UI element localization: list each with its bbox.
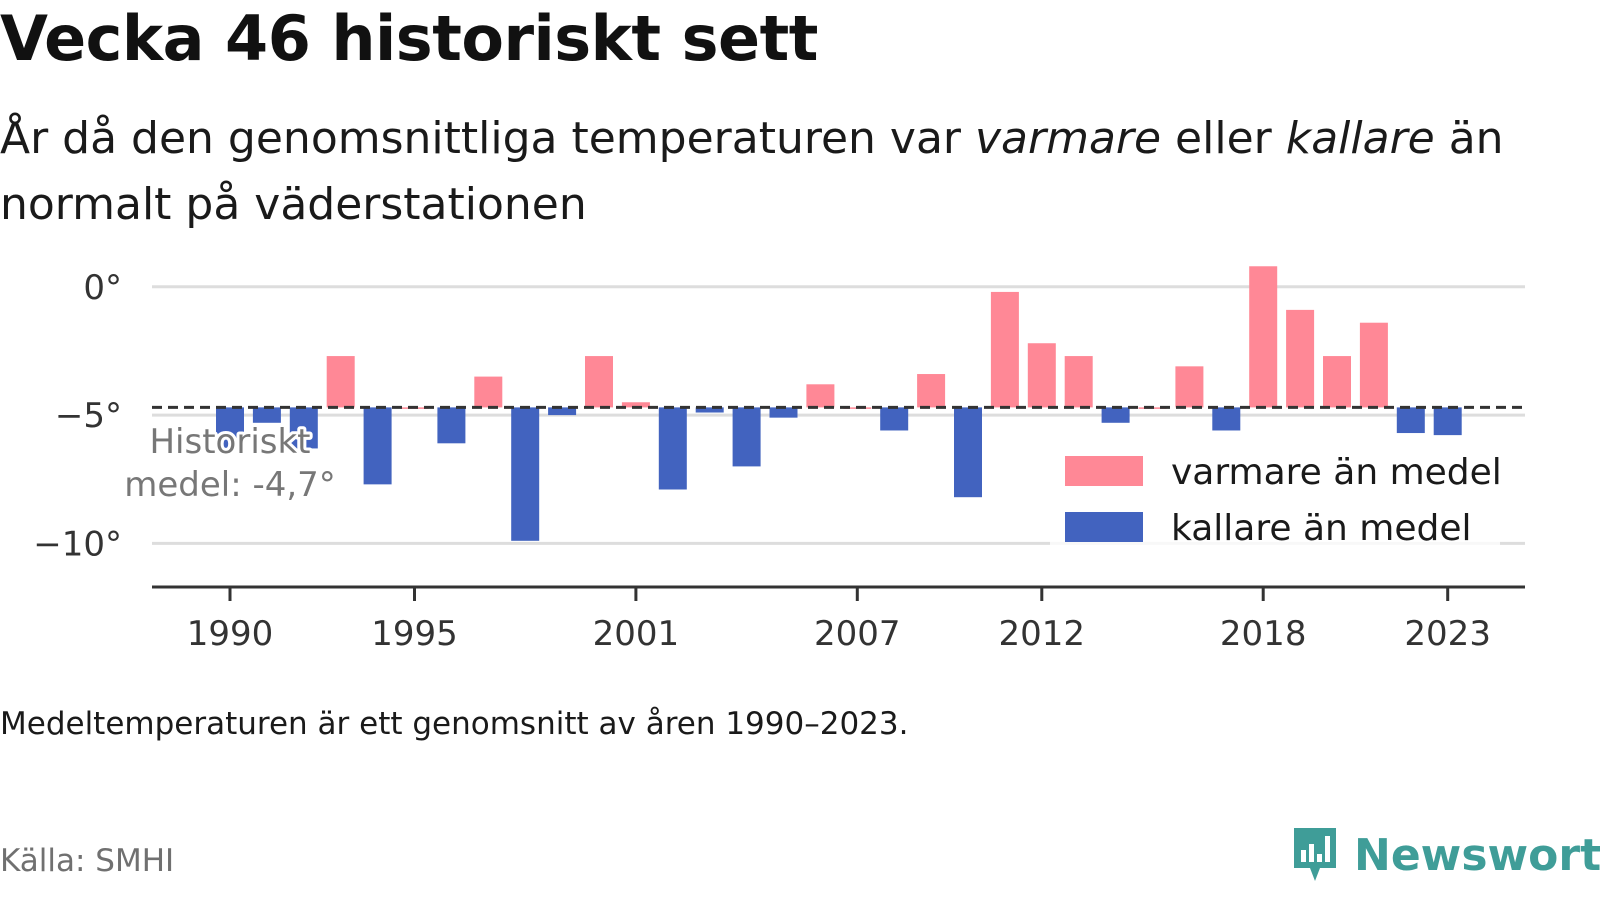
average-label: medel: -4,7°	[124, 465, 336, 505]
bar-warm	[1249, 266, 1278, 408]
chart-title: Vecka 46 historiskt sett	[0, 2, 818, 75]
average-label: Historiskt	[149, 422, 310, 462]
legend-label-warm: varmare än medel	[1171, 452, 1502, 493]
bar-cold	[252, 407, 281, 423]
subtitle-text-1: År då den genomsnittliga temperaturen va…	[0, 113, 975, 164]
bar-cold	[1396, 407, 1425, 434]
x-tick-label: 1990	[187, 614, 274, 654]
subtitle-text-2: eller	[1161, 113, 1286, 164]
bar-warm	[806, 384, 835, 408]
legend: varmare än medel kallare än medel	[1050, 435, 1502, 553]
bar-cold	[511, 407, 540, 541]
bar-warm	[474, 376, 503, 408]
bar-warm	[1027, 343, 1056, 408]
subtitle-warm-word: varmare	[974, 113, 1162, 164]
bar-cold	[1433, 407, 1462, 436]
subtitle-text-3: än normalt på väderstationen	[0, 113, 1504, 230]
x-tick-label: 2007	[814, 614, 901, 654]
bar-cold	[363, 407, 392, 485]
y-tick-label: −10°	[33, 524, 122, 564]
legend-swatch-warm	[1065, 456, 1143, 486]
newsworthy-logo[interactable]: Newsworthy	[1290, 826, 1600, 884]
x-tick-label: 2023	[1404, 614, 1491, 654]
bar-cold	[1101, 407, 1130, 423]
bar-cold	[216, 407, 244, 449]
y-tick-label: −5°	[55, 396, 122, 436]
bar-cold	[954, 407, 982, 498]
bar-warm	[1359, 322, 1388, 408]
bar-warm	[585, 356, 613, 408]
bar-cold	[695, 407, 724, 413]
bar-warm	[326, 356, 355, 408]
bar-warm	[1064, 356, 1093, 408]
newsworthy-chart-icon	[1294, 828, 1336, 881]
footnote: Medeltemperaturen är ett genomsnitt av å…	[0, 706, 909, 742]
y-tick-label: 0°	[83, 268, 122, 308]
bar-warm	[1175, 366, 1204, 408]
bar-warm	[1286, 309, 1315, 408]
bar-warm	[990, 291, 1019, 408]
bar-cold	[769, 407, 798, 418]
bar-cold	[289, 407, 318, 449]
x-tick-label: 2012	[999, 614, 1086, 654]
x-tick-label: 2018	[1220, 614, 1307, 654]
legend-swatch-cold	[1065, 512, 1143, 542]
bar-cold	[732, 407, 761, 467]
subtitle-cold-word: kallare	[1285, 113, 1435, 164]
chart-subtitle: År då den genomsnittliga temperaturen va…	[0, 106, 1540, 238]
bar-cold	[658, 407, 687, 490]
bar-warm	[917, 374, 946, 408]
brand-name: Newsworthy	[1354, 829, 1600, 881]
legend-label-cold: kallare än medel	[1171, 508, 1471, 549]
bar-warm	[1323, 356, 1351, 408]
x-axis: 1990 1995 2001 2007 2012 2018 2023	[152, 585, 1525, 654]
bars	[216, 266, 1462, 541]
bar-warm	[621, 402, 650, 408]
bar-cold	[880, 407, 909, 431]
source-label: Källa: SMHI	[0, 843, 175, 879]
bar-cold	[437, 407, 466, 444]
x-tick-label: 1995	[371, 614, 458, 654]
x-tick-label: 2001	[593, 614, 680, 654]
bar-cold	[1212, 407, 1241, 431]
bar-cold	[548, 407, 577, 416]
